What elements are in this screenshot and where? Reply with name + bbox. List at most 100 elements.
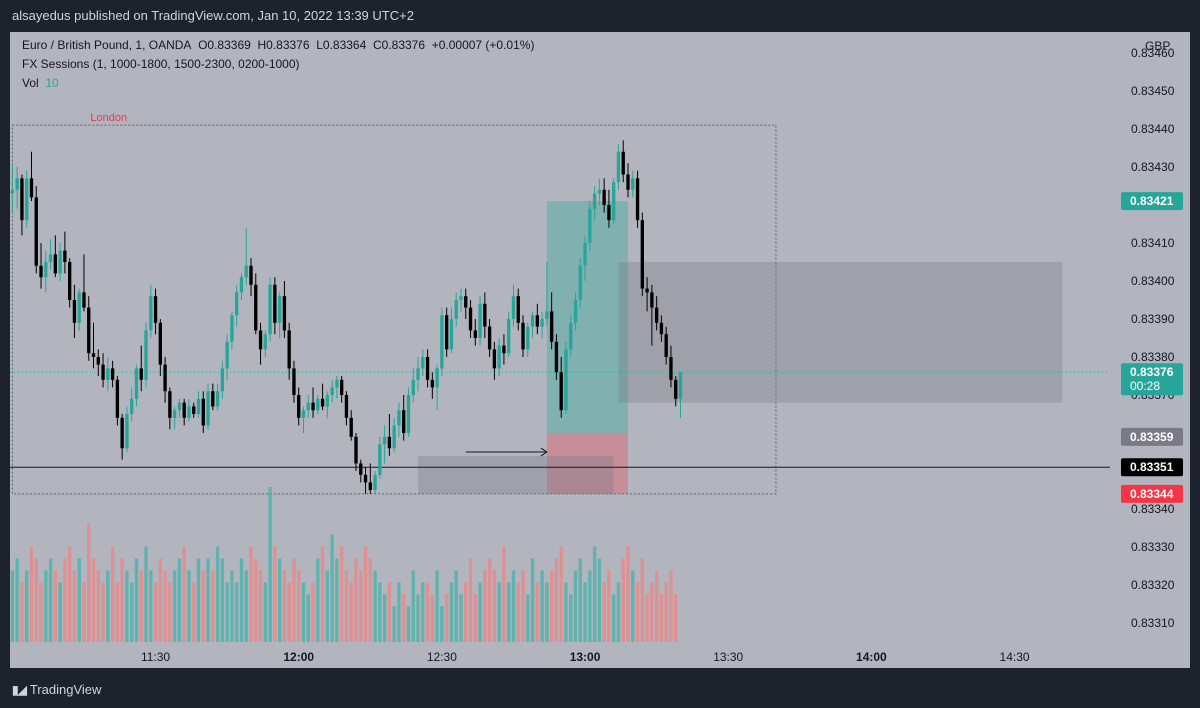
candle-body <box>292 368 296 396</box>
price-tick-label: 0.83460 <box>1131 46 1175 60</box>
candle-body <box>120 417 124 449</box>
volume-bar <box>635 582 640 642</box>
volume-bar <box>330 534 334 642</box>
volume-bar <box>297 570 301 642</box>
candle-body <box>63 250 67 262</box>
candle-body <box>287 330 291 369</box>
volume-bar <box>569 594 573 642</box>
candle-body <box>182 402 186 418</box>
tradingview-logo-icon: ▮◢ <box>12 682 27 697</box>
volume-bar <box>168 582 172 642</box>
price-tick-label: 0.83310 <box>1131 616 1175 630</box>
volume-bar <box>187 570 191 642</box>
volume-bar <box>29 546 34 642</box>
candle-body <box>669 357 673 380</box>
price-tick-label: 0.83330 <box>1131 540 1175 554</box>
volume-bar <box>612 594 616 642</box>
candle-body <box>554 341 559 373</box>
volume-bar <box>44 570 48 642</box>
candle-body <box>659 322 664 335</box>
volume-bar <box>239 558 244 642</box>
price-label-box <box>1121 458 1183 477</box>
volume-bar <box>87 522 91 642</box>
volume-bar <box>650 582 654 642</box>
candle-body <box>378 444 382 475</box>
volume-bar <box>349 582 353 642</box>
candle-body <box>387 436 392 449</box>
price-label-text: 0.83421 <box>1130 194 1174 208</box>
candle-body <box>254 284 258 331</box>
candle-body <box>311 402 315 411</box>
candle-body <box>192 406 196 415</box>
volume-bar <box>110 546 115 642</box>
volume-legend[interactable]: Vol 10 <box>22 76 59 90</box>
indicator-legend[interactable]: FX Sessions (1, 1000-1800, 1500-2300, 02… <box>22 57 300 71</box>
chart-canvas[interactable]: London 0.83460 0.83450 0.83440 0.83430 0.8342… <box>10 32 1190 668</box>
price-label-text: 0.83344 <box>1130 487 1174 501</box>
candle-body <box>392 425 396 449</box>
candle-body <box>468 307 473 331</box>
volume-bar <box>301 582 306 642</box>
volume-bar <box>521 570 525 642</box>
close-value: 0.83376 <box>381 38 426 52</box>
countdown-label: 00:28 <box>1130 379 1160 393</box>
candle-body <box>521 322 525 350</box>
candle-body <box>416 368 420 380</box>
candle-body <box>674 379 678 399</box>
volume-bar <box>631 570 635 642</box>
candle-body <box>244 265 248 278</box>
volume-bar <box>91 558 96 642</box>
candle-body <box>612 182 616 221</box>
volume-bar <box>373 570 377 642</box>
high-value: 0.83376 <box>266 38 310 52</box>
volume-bar <box>387 582 392 642</box>
volume-bar <box>230 570 234 642</box>
volume-bar <box>597 558 602 642</box>
candle-body <box>177 402 182 411</box>
position-stop-zone <box>546 433 629 494</box>
candle-body <box>478 303 482 338</box>
candle-body <box>263 334 267 350</box>
candle-body <box>282 296 287 331</box>
candle-body <box>507 318 511 354</box>
candle-body <box>607 204 611 221</box>
volume-bar <box>588 570 592 642</box>
position-target-zone <box>546 201 629 434</box>
candle-body <box>464 296 468 308</box>
volume-bar <box>139 570 143 642</box>
candle-body <box>101 364 105 380</box>
volume-bar <box>621 558 625 642</box>
volume-bar <box>540 570 544 642</box>
candle-body <box>559 372 563 411</box>
volume-bar <box>378 582 382 642</box>
volume-bar <box>192 582 196 642</box>
price-label-box <box>1121 427 1183 446</box>
volume-bar <box>454 570 458 642</box>
candle-body <box>569 322 573 350</box>
time-tick-label: 12:00 <box>283 650 314 664</box>
candle-body <box>196 398 201 415</box>
volume-bar <box>654 570 659 642</box>
volume-bar <box>282 570 287 642</box>
candle-body <box>297 395 301 418</box>
volume-bar <box>263 582 267 642</box>
candle-body <box>449 318 454 350</box>
candle-body <box>325 395 330 407</box>
volume-bar <box>39 582 43 642</box>
low-label: L <box>316 38 323 52</box>
candle-body <box>106 368 110 380</box>
chart-area[interactable]: London 0.83460 0.83450 0.83440 0.83430 0.8342… <box>10 32 1190 668</box>
volume-bar <box>15 558 19 642</box>
vol-value: 10 <box>45 76 59 90</box>
volume-bar <box>473 594 477 642</box>
candle-body <box>459 296 463 300</box>
volume-bar <box>616 582 621 642</box>
volume-bar <box>220 558 225 642</box>
tradingview-logo[interactable]: ▮◢ TradingView <box>12 682 101 697</box>
candle-body <box>258 330 263 350</box>
volume-bar <box>483 570 487 642</box>
candle-body <box>249 265 253 285</box>
volume-bar <box>20 582 24 642</box>
price-tick-label: 0.83320 <box>1131 578 1175 592</box>
candle-body <box>91 353 96 358</box>
